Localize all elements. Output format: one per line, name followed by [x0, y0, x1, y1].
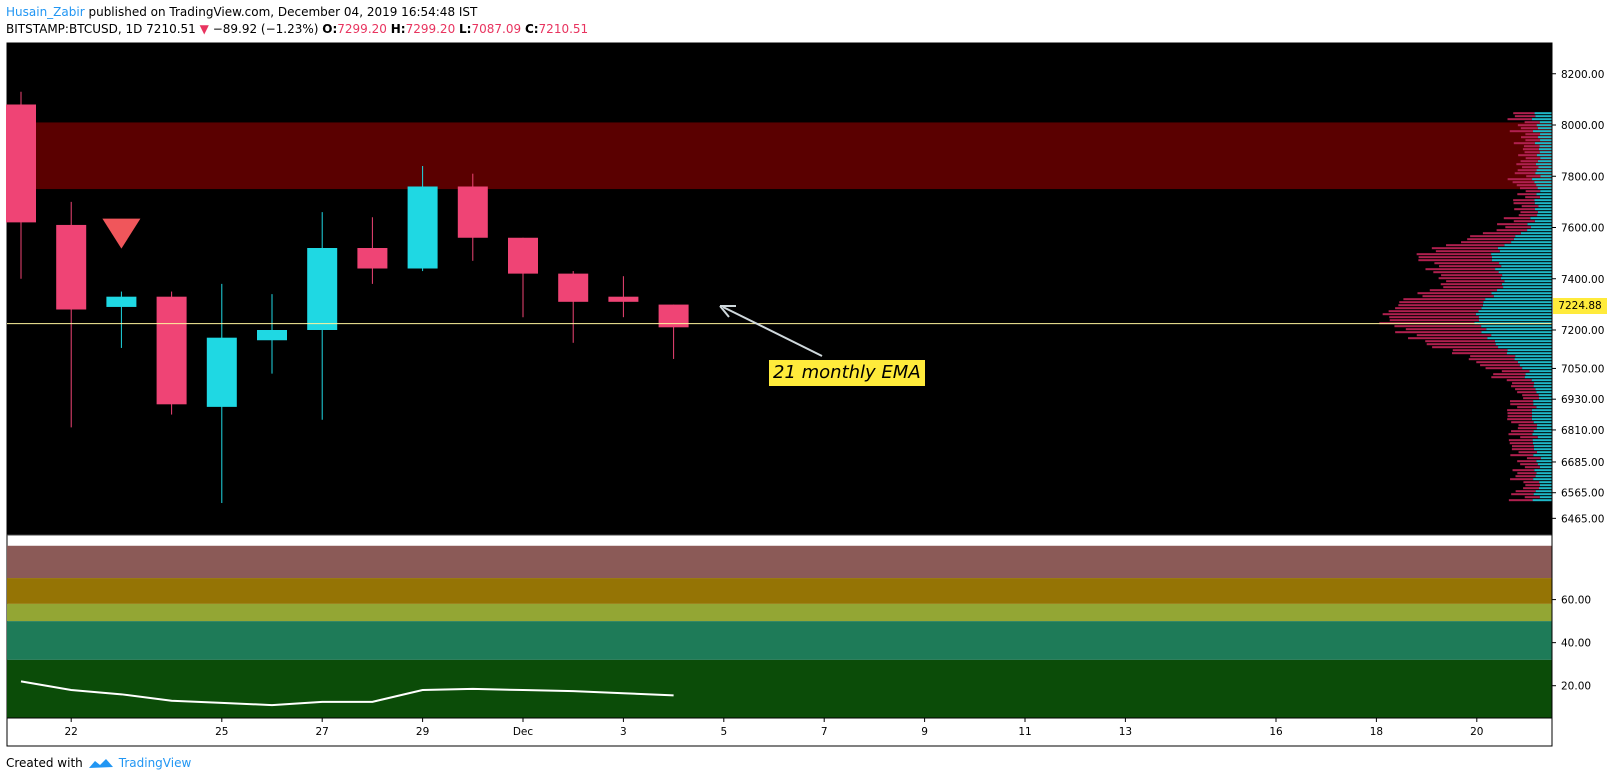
chart-canvas[interactable]: 8200.00 8000.00 7800.00 7600.00 7400.00 7200.…	[0, 0, 1616, 782]
price-change: −89.92 (−1.23%)	[213, 22, 319, 36]
ema-annotation-label[interactable]: 21 monthly EMA	[769, 360, 925, 386]
price-tick-label: 6565.00	[1561, 488, 1604, 500]
x-tick-label: 25	[215, 726, 228, 738]
candle-body	[257, 330, 287, 340]
candle-body	[408, 187, 438, 269]
high-label: H:	[391, 22, 406, 36]
down-arrow-icon: ▼	[200, 22, 209, 36]
rsi-tick-label: 40.00	[1561, 638, 1591, 650]
x-tick-label: 18	[1370, 726, 1383, 738]
high-value: 7299.20	[406, 22, 456, 36]
x-tick-label: 3	[620, 726, 627, 738]
open-label: O:	[322, 22, 337, 36]
candle-body	[207, 338, 237, 407]
rsi-band	[7, 578, 1552, 604]
tradingview-link[interactable]: TradingView	[119, 756, 192, 770]
footer: Created with TradingView	[6, 756, 191, 770]
low-label: L:	[459, 22, 471, 36]
ema-price-tag: 7224.88	[1553, 298, 1607, 314]
x-tick-label: 11	[1018, 726, 1031, 738]
price-tick-label: 7050.00	[1561, 363, 1604, 375]
x-tick-label: 13	[1119, 726, 1132, 738]
rsi-band	[7, 621, 1552, 660]
tradingview-logo-icon	[87, 756, 115, 770]
x-tick-label: 20	[1470, 726, 1483, 738]
rsi-band	[7, 604, 1552, 621]
rsi-tick-label: 60.00	[1561, 595, 1591, 607]
candle-body	[157, 297, 187, 405]
candle-body	[56, 225, 86, 310]
candle-body	[458, 187, 488, 238]
rsi-band	[7, 546, 1552, 578]
open-value: 7299.20	[337, 22, 387, 36]
x-tick-label: Dec	[513, 726, 534, 738]
price-tick-label: 6930.00	[1561, 394, 1604, 406]
published-text: published on TradingView.com, December 0…	[88, 5, 477, 19]
low-value: 7087.09	[471, 22, 521, 36]
price-tick-label: 6465.00	[1561, 513, 1604, 525]
candle-body	[558, 274, 588, 302]
x-tick-label: 5	[720, 726, 727, 738]
candle-body	[6, 105, 36, 223]
price-tick-label: 7800.00	[1561, 171, 1604, 183]
chart-header: Husain_Zabir published on TradingView.co…	[6, 4, 588, 38]
price-tick-label: 7400.00	[1561, 274, 1604, 286]
author-link[interactable]: Husain_Zabir	[6, 5, 85, 19]
main-pane-background	[7, 43, 1552, 535]
candle-body	[307, 248, 337, 330]
x-tick-label: 7	[821, 726, 828, 738]
x-tick-label: 16	[1269, 726, 1283, 738]
rsi-band	[7, 660, 1552, 718]
x-tick-label: 22	[65, 726, 78, 738]
price-tick-label: 8000.00	[1561, 120, 1604, 132]
x-tick-label: 29	[416, 726, 429, 738]
close-value: 7210.51	[539, 22, 589, 36]
rsi-tick-label: 20.00	[1561, 681, 1591, 693]
candle-body	[106, 297, 136, 307]
created-with-text: Created with	[6, 756, 83, 770]
price-tick-label: 6685.00	[1561, 457, 1604, 469]
resistance-zone	[7, 122, 1552, 189]
last-price: 7210.51	[146, 22, 196, 36]
price-tick-label: 7200.00	[1561, 325, 1604, 337]
symbol-label[interactable]: BITSTAMP:BTCUSD, 1D	[6, 22, 142, 36]
price-tick-label: 8200.00	[1561, 69, 1604, 81]
price-tick-label: 7600.00	[1561, 223, 1604, 235]
candle-body	[508, 238, 538, 274]
x-tick-label: 27	[316, 726, 329, 738]
x-tick-label: 9	[921, 726, 928, 738]
close-label: C:	[525, 22, 539, 36]
candle-body	[608, 297, 638, 302]
price-tick-label: 6810.00	[1561, 425, 1604, 437]
candle-body	[357, 248, 387, 269]
